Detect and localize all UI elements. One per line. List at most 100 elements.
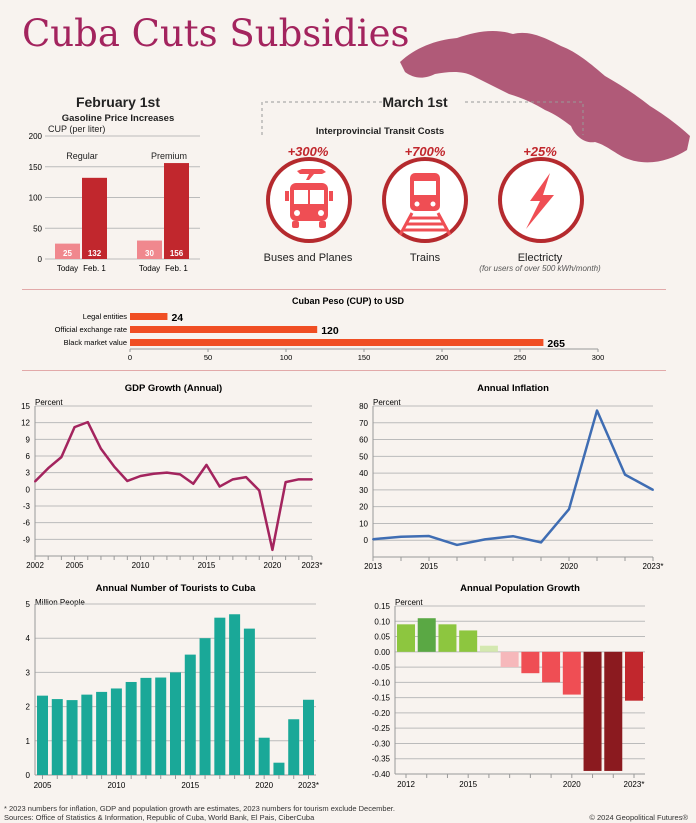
x-tick-label: Feb. 1 xyxy=(83,264,106,273)
data-line xyxy=(372,409,654,547)
x-tick-label: 2015 xyxy=(181,781,199,790)
data-point xyxy=(179,473,182,476)
data-point xyxy=(428,535,430,538)
footnote: * 2023 numbers for inflation, GDP and po… xyxy=(4,804,395,813)
bar xyxy=(164,163,189,259)
y-tick-label: 5 xyxy=(26,600,31,609)
data-point xyxy=(512,535,514,538)
y-tick-label: 0.10 xyxy=(374,617,390,626)
bar xyxy=(214,617,226,775)
data-point xyxy=(372,538,374,541)
data-label: 24 xyxy=(171,312,183,324)
change-electricity: +25% xyxy=(523,144,557,159)
data-label: 265 xyxy=(547,338,565,350)
y-tick-label: 70 xyxy=(359,419,368,428)
y-tick-label: 30 xyxy=(359,486,368,495)
bar xyxy=(51,699,63,775)
copyright: © 2024 Geopolitical Futures® xyxy=(589,813,688,822)
x-tick-label: 2020 xyxy=(255,781,273,790)
data-point xyxy=(205,463,208,466)
y-tick-label: 40 xyxy=(359,469,368,478)
x-tick-label: 2020 xyxy=(563,780,581,789)
chart-title: GDP Growth (Annual) xyxy=(125,383,222,394)
y-tick-label: 80 xyxy=(359,402,368,411)
x-tick-label: 2005 xyxy=(66,561,84,570)
label-electricity: Electricty xyxy=(517,252,563,264)
y-tick-label: 200 xyxy=(29,132,43,141)
group-label-premium: Premium xyxy=(150,151,187,161)
bar xyxy=(170,672,181,775)
x-tick-label: 2015 xyxy=(420,562,438,570)
y-tick-label: -0.30 xyxy=(372,739,391,748)
x-tick-label: 150 xyxy=(358,353,371,362)
x-tick-label: 250 xyxy=(514,353,527,362)
transit-title: Interprovincial Transit Costs xyxy=(315,126,445,137)
y-tick-label: 0 xyxy=(38,255,43,264)
data-point xyxy=(192,482,195,485)
y-tick-label: -6 xyxy=(23,519,31,528)
data-point xyxy=(231,478,234,481)
gasoline-chart: 0 50 100 150 200 25 Today 132 Feb. 1 30 Today 156 Fe… xyxy=(29,132,200,273)
february-heading: February 1st xyxy=(75,94,161,110)
sources: Sources: Office of Statistics & Informat… xyxy=(4,813,315,822)
bar xyxy=(229,614,241,775)
y-tick-label: 0 xyxy=(364,536,369,545)
data-point xyxy=(99,447,102,450)
divider xyxy=(22,289,666,290)
y-tick-label: 6 xyxy=(26,452,31,461)
bar xyxy=(199,638,211,775)
bar xyxy=(37,695,48,775)
y-tick-label: -3 xyxy=(23,502,31,511)
x-tick-label: 50 xyxy=(204,353,212,362)
bar xyxy=(258,737,270,775)
page-title: Cuba Cuts Subsidies xyxy=(22,12,410,55)
data-point xyxy=(271,548,274,551)
bar xyxy=(417,618,436,652)
y-tick-label: 3 xyxy=(26,668,31,677)
x-tick-label: 2013 xyxy=(364,562,382,570)
x-tick-label: 2020 xyxy=(560,562,578,570)
x-tick-label: 2023* xyxy=(643,562,664,570)
data-point xyxy=(245,476,248,479)
y-axis-label: Million People xyxy=(35,598,85,607)
data-line xyxy=(34,420,312,552)
bar xyxy=(155,677,167,775)
data-point xyxy=(624,473,626,476)
bar xyxy=(521,651,540,674)
bar xyxy=(82,177,107,259)
bar xyxy=(130,326,318,333)
y-tick-label: 10 xyxy=(359,519,368,528)
cuba-map xyxy=(400,31,690,163)
data-point xyxy=(152,472,155,475)
data-point xyxy=(540,541,542,544)
bar xyxy=(140,677,152,775)
chart-title: Annual Population Growth xyxy=(460,583,580,594)
data-point xyxy=(218,485,221,488)
bar xyxy=(604,651,623,771)
x-tick-label: 2010 xyxy=(107,781,125,790)
y-tick-label: 9 xyxy=(26,435,31,444)
y-tick-label: 0.00 xyxy=(374,648,390,657)
bus-plane-icon xyxy=(266,157,352,243)
tourists-chart: Annual Number of Tourists to Cuba Million… xyxy=(26,583,319,790)
label-buses: Buses and Planes xyxy=(263,252,353,264)
bar xyxy=(184,654,196,775)
data-point xyxy=(60,456,63,459)
data-point xyxy=(165,471,168,474)
divider xyxy=(22,370,666,371)
chart-title: Cuban Peso (CUP) to USD xyxy=(292,296,405,306)
group-label-regular: Regular xyxy=(66,151,98,161)
bar xyxy=(438,624,457,652)
data-point xyxy=(456,543,458,546)
y-tick-label: 2 xyxy=(26,703,31,712)
march-heading: March 1st xyxy=(382,94,448,110)
data-point xyxy=(47,467,50,470)
y-tick-label: 50 xyxy=(33,224,42,233)
data-label: 132 xyxy=(88,249,102,258)
x-tick-label: 2015 xyxy=(459,780,477,789)
change-trains: +700% xyxy=(404,144,446,159)
category-label: Legal entities xyxy=(83,312,127,321)
bar xyxy=(81,694,93,775)
change-buses: +300% xyxy=(287,144,329,159)
bar xyxy=(55,243,80,259)
